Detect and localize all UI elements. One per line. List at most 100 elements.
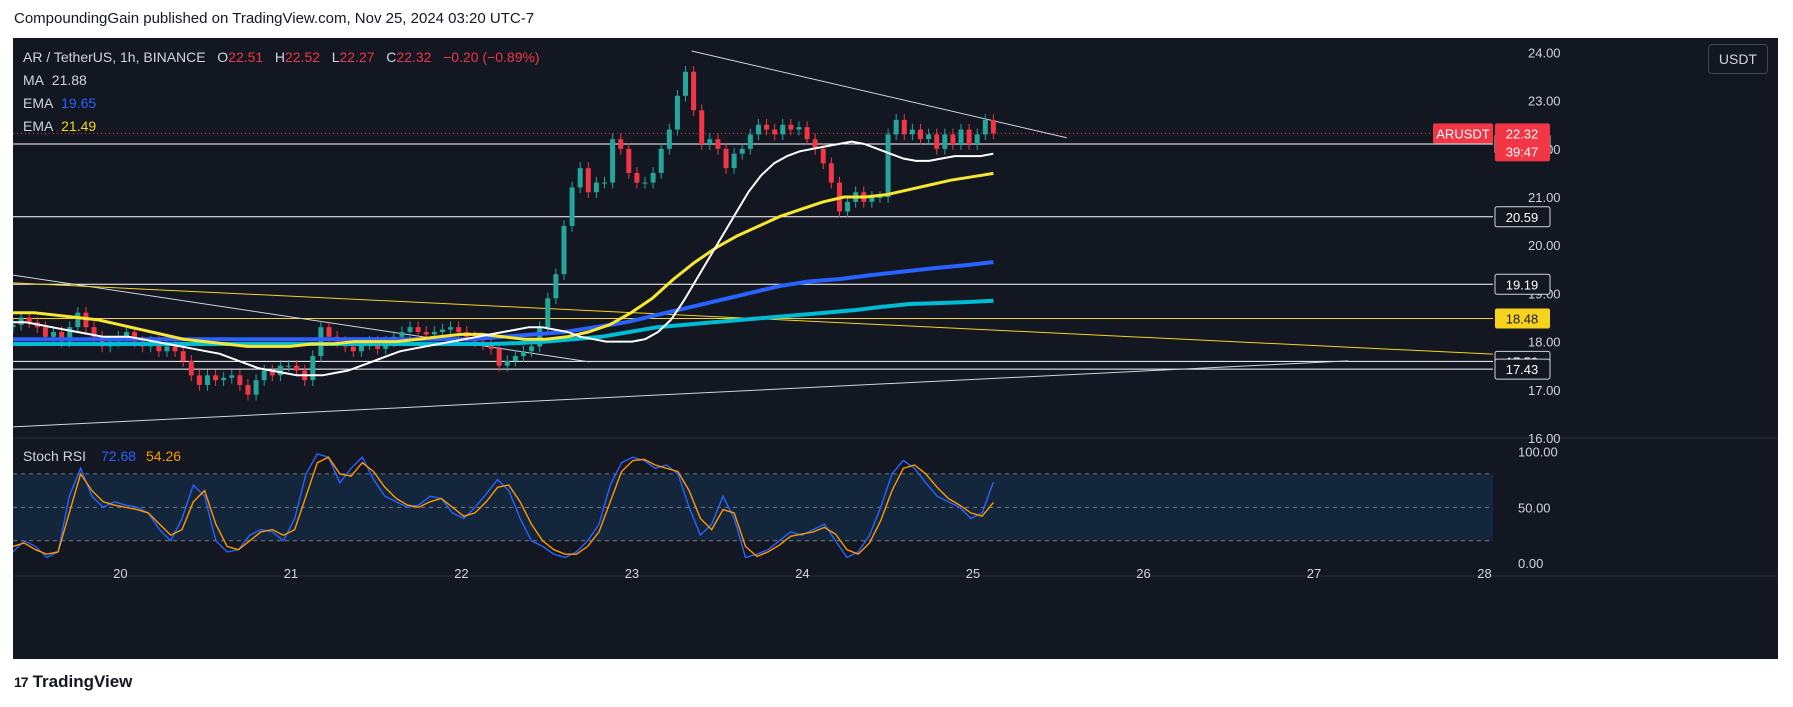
- level-label-box: [1494, 358, 1551, 380]
- candle-body: [261, 370, 267, 381]
- ema1-label[interactable]: EMA: [23, 95, 54, 111]
- candle-body: [407, 327, 413, 332]
- candle-body: [982, 119, 988, 135]
- price-tick-label: 21.00: [1528, 190, 1561, 205]
- candle-body: [13, 324, 16, 328]
- candle-body: [618, 139, 624, 149]
- candle-body: [764, 124, 770, 130]
- trendline: [691, 50, 1067, 139]
- candle-body: [674, 95, 680, 130]
- candle-body: [123, 331, 129, 337]
- candle-body: [820, 148, 826, 164]
- level-label-box: [1495, 308, 1550, 329]
- candle-body: [237, 375, 243, 385]
- candle-body: [885, 134, 891, 198]
- candle-body: [18, 317, 24, 325]
- candle-body: [520, 351, 526, 357]
- candle-body: [990, 119, 996, 134]
- chart-legend: AR / TetherUS, 1h, BINANCE O22.51 H22.52…: [23, 46, 540, 138]
- time-tick-label: 27: [1307, 566, 1321, 581]
- candle-body: [277, 365, 283, 376]
- time-tick-label: 26: [1136, 566, 1150, 581]
- candle-body: [747, 134, 753, 149]
- candle-body: [877, 197, 883, 199]
- candle-body: [958, 129, 964, 145]
- candle-body: [99, 336, 105, 347]
- candle-body: [59, 331, 65, 342]
- ma-label[interactable]: MA: [23, 72, 44, 88]
- candle-body: [804, 127, 810, 140]
- candle-body: [42, 327, 48, 337]
- candle-body: [431, 331, 437, 335]
- rsi-tick-label: 100.00: [1518, 445, 1558, 460]
- candle-body: [488, 344, 494, 349]
- candle-body: [917, 129, 923, 140]
- candle-body: [723, 148, 729, 169]
- tradingview-logo-icon: 17: [14, 674, 29, 690]
- high-label: H: [274, 49, 285, 65]
- candle-body: [893, 119, 899, 135]
- candle-body: [180, 351, 186, 361]
- candle-body: [399, 331, 405, 337]
- time-tick-label: 28: [1477, 566, 1491, 581]
- candle-body: [51, 331, 57, 337]
- candle-body: [196, 375, 202, 385]
- rsi-k-value: 72.68: [101, 448, 136, 464]
- low-label: L: [331, 49, 340, 65]
- level-label: 18.48: [1506, 311, 1539, 326]
- candle-body: [188, 360, 194, 376]
- ema-slow-line: [13, 260, 994, 342]
- candle-body: [796, 127, 802, 130]
- time-tick-label: 21: [284, 566, 298, 581]
- candle-body: [229, 375, 235, 378]
- candle-body: [456, 327, 462, 332]
- candle-body: [448, 327, 454, 330]
- rsi-title: Stoch RSI: [23, 448, 86, 464]
- ema-fast-line: [13, 171, 994, 348]
- close-value: 22.32: [396, 49, 432, 65]
- trendline: [13, 360, 1349, 428]
- candle-body: [780, 124, 786, 135]
- candle-body: [934, 134, 940, 149]
- candle-body: [537, 327, 543, 347]
- candle-body: [561, 225, 567, 275]
- time-tick-label: 25: [966, 566, 980, 581]
- time-tick-label: 23: [625, 566, 639, 581]
- price-tick-label: 20.00: [1528, 238, 1561, 253]
- candle-body: [496, 348, 502, 366]
- ema2-value: 21.49: [61, 118, 97, 134]
- price-chart[interactable]: 24.0023.0022.0021.0020.0019.0018.0017.00…: [13, 38, 1778, 659]
- candle-body: [683, 71, 689, 96]
- level-label: 19.19: [1506, 277, 1539, 292]
- tradingview-branding[interactable]: 17 TradingView: [14, 672, 132, 692]
- candle-body: [172, 346, 178, 352]
- ema2-label[interactable]: EMA: [23, 118, 54, 134]
- time-tick-label: 24: [795, 566, 809, 581]
- candle-body: [285, 365, 291, 367]
- close-label: C: [386, 49, 397, 65]
- candle-body: [245, 384, 251, 395]
- symbol-title[interactable]: AR / TetherUS, 1h, BINANCE: [23, 49, 206, 65]
- candle-body: [553, 274, 559, 299]
- candle-body: [577, 168, 583, 188]
- candle-body: [545, 298, 551, 328]
- candle-body: [845, 201, 851, 212]
- chart-pane[interactable]: 24.0023.0022.0021.0020.0019.0018.0017.00…: [13, 38, 1778, 659]
- brand-name: TradingView: [32, 672, 133, 691]
- candle-body: [529, 346, 535, 352]
- currency-button[interactable]: USDT: [1707, 44, 1768, 74]
- candle-body: [731, 153, 737, 169]
- candle-body: [75, 312, 81, 328]
- rsi-tick-label: 50.00: [1518, 500, 1551, 515]
- ma-line: [13, 140, 994, 377]
- candle-body: [828, 163, 834, 183]
- price-tick-label: 18.00: [1528, 335, 1561, 350]
- candle-body: [569, 187, 575, 226]
- price-tick-label: 23.00: [1528, 94, 1561, 109]
- candle-body: [67, 327, 73, 342]
- candle-body: [358, 344, 364, 352]
- candle-body: [699, 110, 705, 145]
- low-value: 22.27: [339, 49, 375, 65]
- candle-body: [585, 168, 591, 193]
- change-value: −0.20 (−0.89%): [443, 49, 540, 65]
